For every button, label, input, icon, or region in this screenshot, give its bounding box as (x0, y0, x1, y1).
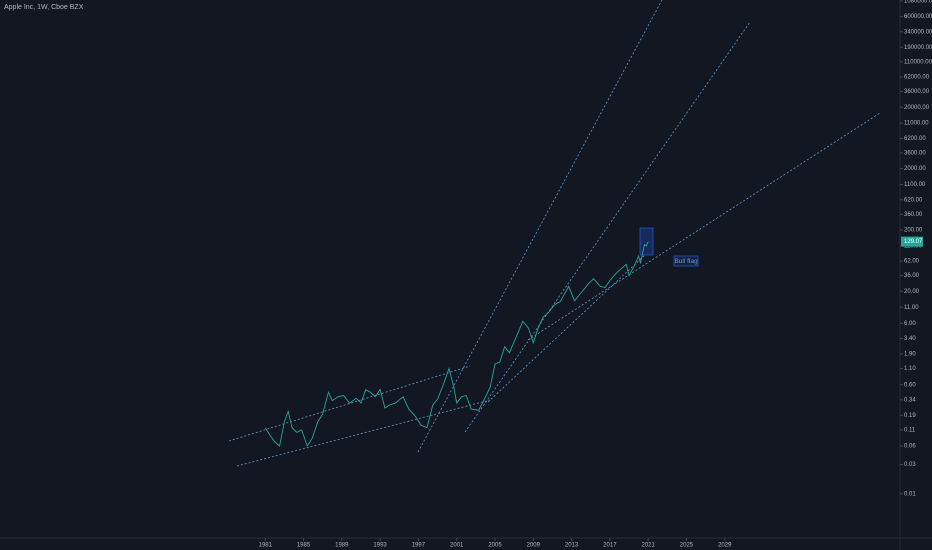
y-tick-label: 0.06 (904, 444, 916, 450)
y-tick-label: 0.19 (904, 413, 916, 419)
trend-line (464, 21, 751, 433)
y-tick-label: 11000.00 (904, 121, 929, 127)
y-tick-label: 620.00 (904, 197, 923, 203)
y-tick-label: 36000.00 (904, 89, 930, 95)
y-tick-label: 360.00 (904, 212, 923, 218)
y-tick-label: 62.00 (904, 259, 920, 265)
trend-line (417, 0, 663, 453)
y-tick-label: 11.00 (904, 305, 919, 311)
y-tick-label: 600000.00 (904, 14, 932, 20)
annotation: Bull flag (674, 258, 698, 265)
y-tick-label: 190000.00 (904, 45, 932, 51)
y-tick-label: 1.10 (904, 366, 916, 372)
y-tick-label: 20.00 (904, 289, 920, 295)
y-tick-label: 110000.00 (904, 59, 932, 65)
x-tick-label: 1985 (297, 543, 311, 549)
x-tick-label: 1981 (259, 543, 273, 549)
y-tick-label: 200.00 (904, 228, 923, 234)
y-tick-label: 6.00 (904, 321, 916, 327)
x-tick-label: 2013 (565, 543, 579, 549)
chart-title: Apple Inc, 1W, Cboe BZX (4, 4, 84, 11)
annotation-box (673, 255, 699, 267)
y-tick-label: 2000.00 (904, 166, 926, 172)
x-tick-label: 2017 (603, 543, 617, 549)
y-tick-label: 3600.00 (904, 150, 926, 156)
x-tick-label: 2009 (527, 543, 541, 549)
flag-box (639, 227, 654, 256)
y-tick-label: 0.11 (904, 427, 916, 433)
y-tick-label: 3.40 (904, 336, 916, 342)
trend-line (236, 399, 491, 467)
last-price-box (901, 236, 923, 247)
x-tick-label: 2005 (488, 543, 502, 549)
y-tick-label: 36.00 (904, 273, 920, 279)
x-tick-label: 1997 (412, 543, 426, 549)
x-tick-label: 1989 (335, 543, 349, 549)
x-tick-label: 2021 (642, 543, 656, 549)
last-price-label: 129.07 (904, 239, 923, 245)
y-tick-label: 1.90 (904, 352, 916, 358)
y-tick-label: 1080000.00 (904, 0, 932, 5)
y-tick-label: 6200.00 (904, 136, 926, 142)
y-tick-label: 0.03 (904, 462, 916, 468)
trend-line (527, 112, 881, 341)
x-tick-label: 2029 (718, 543, 732, 549)
y-tick-label: 20000.00 (904, 105, 930, 111)
y-tick-label: 1100.00 (904, 182, 926, 188)
x-tick-label: 2025 (680, 543, 694, 549)
x-tick-label: 2001 (450, 543, 464, 549)
y-tick-label: 0.34 (904, 397, 916, 403)
price-line (264, 241, 649, 448)
y-tick-label: 62000.00 (904, 75, 930, 81)
y-tick-label: 340000.00 (904, 29, 932, 35)
x-tick-label: 1993 (373, 543, 387, 549)
y-tick-label: 0.60 (904, 382, 916, 388)
y-tick-label: 0.01 (904, 491, 916, 497)
